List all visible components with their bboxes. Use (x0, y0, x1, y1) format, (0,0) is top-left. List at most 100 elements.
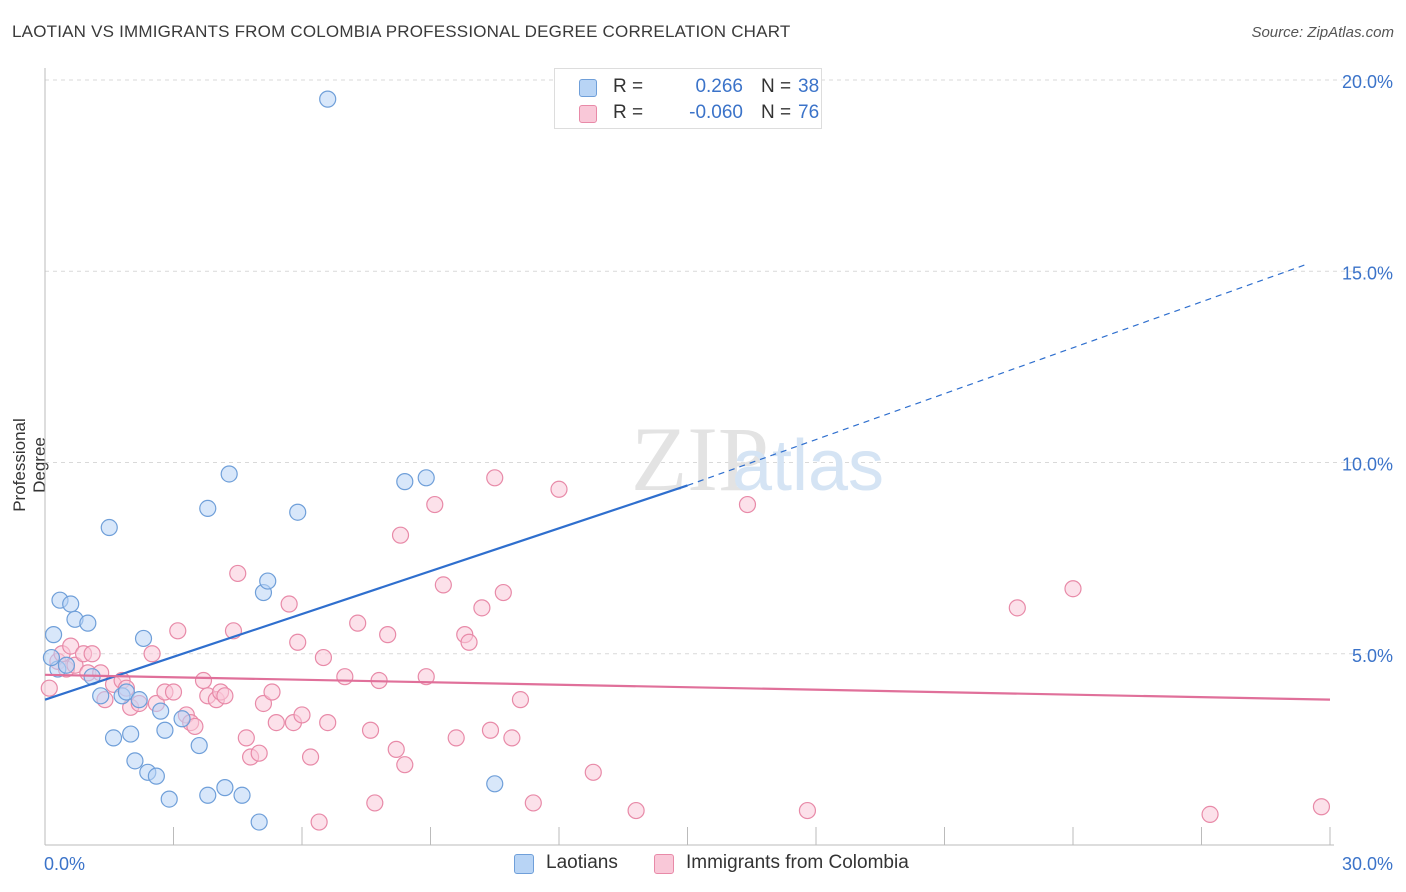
point-colombia (229, 564, 247, 583)
point-laotians (216, 779, 234, 797)
x-tick-label: 0.0% (44, 854, 85, 874)
point-colombia (486, 469, 504, 487)
point-laotians (250, 813, 268, 831)
point-laotians (92, 687, 110, 705)
series-laotians (42, 90, 504, 831)
point-laotians (62, 595, 80, 613)
legend-n-label: N = (761, 102, 792, 123)
point-colombia (164, 683, 183, 701)
point-colombia (62, 637, 80, 655)
bottom-legend-swatch-colombia (654, 854, 674, 874)
point-colombia (550, 480, 568, 498)
point-colombia (627, 801, 645, 820)
legend-r-label: R = (613, 102, 644, 123)
point-laotians (233, 786, 251, 804)
point-colombia (511, 691, 530, 709)
point-laotians (486, 775, 504, 793)
grid-lines (45, 79, 1370, 655)
legend-box: R = 0.266 N = 38 R = -0.060 N = 76 (554, 68, 822, 129)
point-laotians (130, 691, 148, 709)
point-laotians (289, 503, 307, 521)
point-colombia (280, 595, 298, 613)
legend-n-value: 76 (798, 102, 820, 123)
point-laotians (57, 656, 76, 674)
point-laotians (79, 614, 97, 632)
point-colombia (584, 763, 602, 781)
point-colombia (473, 599, 491, 617)
point-laotians (199, 786, 217, 804)
point-colombia (289, 633, 307, 651)
point-colombia (481, 721, 500, 739)
point-laotians (44, 626, 63, 644)
point-colombia (194, 671, 213, 690)
point-colombia (293, 706, 311, 724)
legend-r-value: -0.060 (689, 102, 743, 123)
point-colombia (387, 740, 405, 758)
point-colombia (314, 648, 333, 667)
source-label: Source: ZipAtlas.com (1251, 24, 1394, 41)
point-laotians (319, 90, 337, 108)
y-tick-label: 5.0% (1352, 646, 1393, 666)
point-laotians (417, 469, 435, 487)
point-colombia (1201, 805, 1219, 824)
point-colombia (336, 668, 354, 686)
point-colombia (169, 622, 187, 640)
legend-n-label: N = (761, 76, 792, 97)
legend-swatch-colombia (579, 105, 597, 123)
point-colombia (447, 729, 465, 747)
point-colombia (237, 729, 255, 747)
point-colombia (267, 713, 285, 732)
point-colombia (524, 794, 542, 812)
point-laotians (126, 752, 144, 770)
point-laotians (104, 729, 123, 747)
x-tick-label: 30.0% (1342, 854, 1393, 874)
point-colombia (349, 614, 367, 632)
point-laotians (173, 710, 191, 728)
point-laotians (117, 683, 135, 701)
point-laotians (152, 702, 170, 720)
point-colombia (40, 679, 58, 697)
point-colombia (1312, 798, 1331, 816)
point-colombia (216, 687, 234, 705)
point-colombia (319, 713, 337, 732)
point-laotians (100, 518, 118, 537)
point-laotians (220, 465, 238, 483)
point-colombia (434, 576, 452, 594)
point-colombia (361, 721, 380, 739)
point-colombia (494, 583, 512, 602)
point-colombia (186, 717, 204, 736)
legend-n-value: 38 (798, 76, 820, 97)
bottom-legend-label-colombia: Immigrants from Colombia (686, 852, 909, 873)
point-laotians (160, 790, 178, 808)
bottom-legend-swatch-laotians (514, 854, 534, 874)
point-colombia (1064, 580, 1082, 598)
point-laotians (134, 629, 153, 648)
point-laotians (190, 736, 208, 755)
trend-lines (44, 263, 1331, 701)
point-laotians (199, 499, 217, 517)
point-colombia (379, 626, 397, 644)
y-tick-label: 15.0% (1342, 263, 1393, 283)
point-colombia (250, 744, 268, 762)
series-immigrants-from-colombia (40, 469, 1331, 831)
point-colombia (310, 813, 328, 831)
y-tick-label: 10.0% (1342, 455, 1393, 475)
point-colombia (503, 729, 521, 747)
point-laotians (122, 725, 140, 743)
legend-r-label: R = (613, 76, 644, 97)
legend-r-value: 0.266 (695, 76, 743, 97)
trend-line-colombia (44, 673, 1331, 701)
point-colombia (417, 668, 435, 686)
point-colombia (366, 794, 384, 812)
tick-labels: 5.0% 10.0% 15.0% 20.0% 0.0% 30.0% (44, 72, 1393, 874)
point-colombia (1008, 599, 1026, 617)
point-colombia (254, 694, 273, 713)
point-laotians (147, 767, 165, 785)
point-laotians (42, 648, 61, 667)
point-colombia (426, 495, 444, 514)
point-laotians (259, 572, 277, 590)
point-colombia (460, 633, 478, 651)
point-colombia (396, 756, 414, 774)
watermark-atlas: atlas (732, 426, 884, 506)
